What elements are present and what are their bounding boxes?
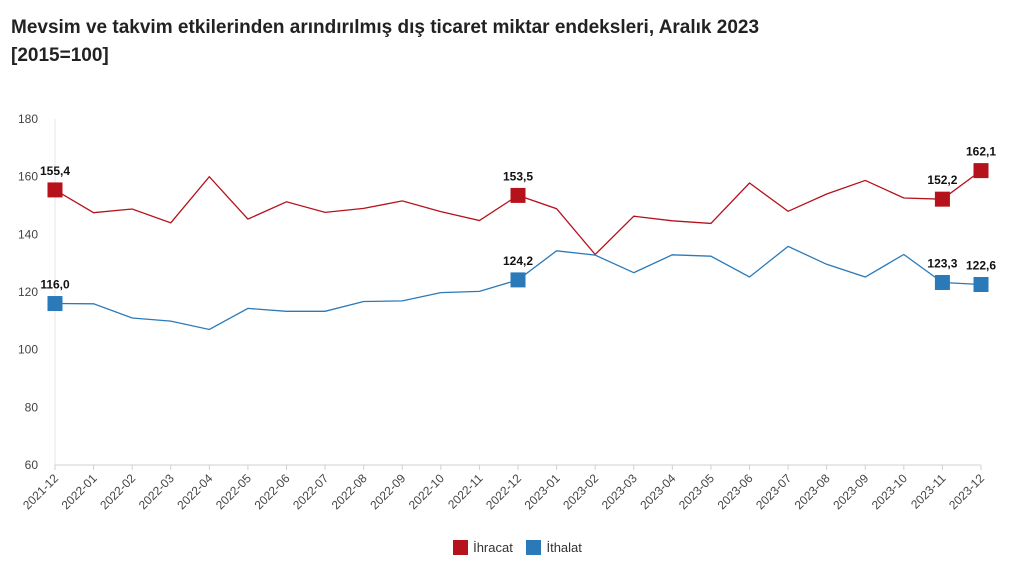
data-label-ihracat: 152,2 xyxy=(927,173,957,187)
data-point-ithalat xyxy=(934,274,950,290)
y-tick-label: 160 xyxy=(18,170,38,184)
data-label-ithalat: 123,3 xyxy=(927,256,957,270)
chart-title-line2: [2015=100] xyxy=(11,45,109,66)
x-tick-label: 2022-06 xyxy=(252,471,293,512)
data-point-ihracat xyxy=(973,163,989,179)
x-tick-label: 2023-11 xyxy=(908,471,949,512)
legend-item-ihracat[interactable]: İhracat xyxy=(453,540,513,555)
x-tick-label: 2022-02 xyxy=(97,471,138,512)
y-tick-label: 120 xyxy=(18,285,38,299)
legend-swatch-ithalat xyxy=(526,540,542,555)
x-tick-label: 2023-04 xyxy=(637,471,678,512)
x-tick-label: 2022-04 xyxy=(174,471,215,512)
x-tick-label: 2023-06 xyxy=(715,471,756,512)
x-tick-label: 2023-10 xyxy=(869,471,910,512)
x-tick-label: 2022-03 xyxy=(136,471,177,512)
y-tick-label: 60 xyxy=(25,458,39,472)
x-tick-label: 2023-12 xyxy=(946,471,987,512)
x-tick-label: 2021-12 xyxy=(20,471,61,512)
data-label-ithalat: 122,6 xyxy=(966,259,996,273)
y-tick-label: 140 xyxy=(18,227,38,241)
data-point-ihracat xyxy=(510,187,526,203)
y-tick-label: 180 xyxy=(18,112,38,126)
data-point-ithalat xyxy=(47,296,63,312)
x-tick-label: 2023-05 xyxy=(676,471,717,512)
x-tick-label: 2022-11 xyxy=(445,471,486,512)
x-tick-label: 2023-07 xyxy=(753,471,794,512)
data-label-ithalat: 116,0 xyxy=(40,278,70,292)
x-tick-label: 2023-09 xyxy=(830,471,871,512)
x-tick-label: 2022-01 xyxy=(59,471,100,512)
y-tick-label: 100 xyxy=(18,343,38,357)
legend-label-ithalat: İthalat xyxy=(546,540,582,555)
x-tick-label: 2022-08 xyxy=(329,471,370,512)
data-point-ihracat xyxy=(934,191,950,207)
chart-title-line1: Mevsim ve takvim etkilerinden arındırılm… xyxy=(11,17,760,38)
x-tick-label: 2022-05 xyxy=(213,471,254,512)
data-label-ihracat: 155,4 xyxy=(40,164,70,178)
x-tick-label: 2023-08 xyxy=(792,471,833,512)
x-tick-label: 2022-09 xyxy=(367,471,408,512)
data-point-ithalat xyxy=(973,277,989,293)
chart-title: Mevsim ve takvim etkilerinden arındırılm… xyxy=(11,14,759,70)
y-tick-label: 80 xyxy=(25,400,39,414)
x-tick-label: 2022-10 xyxy=(406,471,447,512)
x-tick-label: 2022-12 xyxy=(483,471,524,512)
data-label-ihracat: 162,1 xyxy=(966,145,996,159)
legend-swatch-ihracat xyxy=(453,540,469,555)
data-label-ihracat: 153,5 xyxy=(503,169,533,183)
legend-label-ihracat: İhracat xyxy=(473,540,513,555)
legend-item-ithalat[interactable]: İthalat xyxy=(526,540,582,555)
data-point-ihracat xyxy=(47,182,63,198)
chart-legend: İhracat İthalat xyxy=(0,540,1035,558)
x-tick-label: 2022-07 xyxy=(290,471,331,512)
x-tick-label: 2023-01 xyxy=(522,471,563,512)
x-tick-label: 2023-03 xyxy=(599,471,640,512)
data-label-ithalat: 124,2 xyxy=(503,254,533,268)
data-point-ithalat xyxy=(510,272,526,288)
x-tick-label: 2023-02 xyxy=(560,471,601,512)
